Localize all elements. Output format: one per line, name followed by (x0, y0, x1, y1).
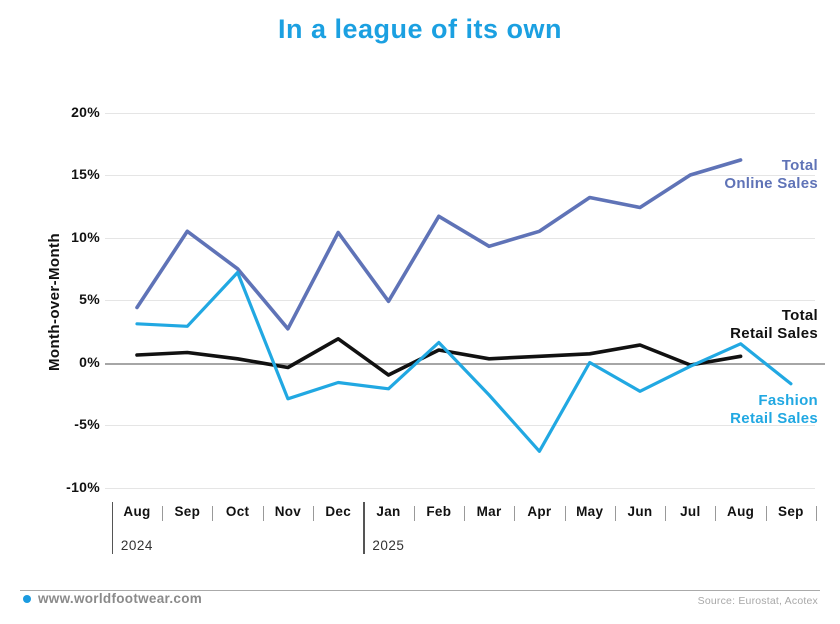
series-line-total-online-sales (135, 158, 743, 331)
series-line-fashion-retail-sales (135, 270, 793, 453)
year-boundary-line (111, 502, 114, 554)
footer-website-label: www.worldfootwear.com (38, 591, 203, 606)
x-tick-separator (514, 506, 516, 521)
footer-bullet-icon (23, 595, 31, 603)
series-label-line: Retail Sales (730, 325, 818, 342)
y-tick-label: 5% (79, 291, 100, 307)
series-label-line: Retail Sales (730, 410, 818, 427)
x-tick-separator (665, 506, 667, 521)
x-tick-separator (564, 506, 566, 521)
series-label-line: Total (781, 307, 818, 324)
x-tick-label-month: Sep (778, 504, 804, 519)
x-tick-label-month: Mar (476, 504, 502, 519)
x-tick-separator (614, 506, 616, 521)
y-tick-label: -10% (66, 478, 100, 495)
x-year-label: 2025 (372, 538, 405, 553)
line-chart-plot (135, 158, 793, 453)
x-tick-separator (262, 506, 264, 521)
x-tick-separator (212, 506, 214, 521)
x-tick-separator (765, 506, 767, 521)
x-year-label: 2024 (120, 538, 153, 553)
footer-divider (20, 590, 820, 591)
x-tick-label-month: Apr (527, 504, 552, 519)
x-tick-label-month: Jun (627, 504, 653, 519)
y-tick-label: 15% (71, 166, 100, 182)
series-label-total-retail-sales: Total Retail Sales (730, 307, 818, 343)
x-tick-label-month: Dec (325, 504, 352, 519)
footer-source-label: Source: Eurostat, Acotex (697, 595, 818, 607)
x-tick-separator (816, 506, 818, 521)
gridline (105, 300, 815, 301)
series-label-line: Total (781, 157, 818, 174)
x-tick-separator (715, 506, 717, 521)
y-tick-label: 10% (71, 228, 100, 245)
x-tick-separator (313, 506, 315, 521)
series-line-total-retail-sales (135, 337, 743, 377)
x-tick-separator (413, 506, 415, 521)
x-tick-separator (463, 506, 465, 521)
gridline (105, 112, 815, 114)
x-tick-separator (162, 506, 164, 521)
x-tick-label-month: Feb (426, 504, 452, 519)
y-tick-label: 0% (79, 353, 100, 370)
x-tick-label-month: Jul (680, 504, 701, 519)
y-tick-label: -5% (74, 416, 100, 432)
x-tick-label-month: Aug (123, 504, 151, 519)
zero-gridline (105, 362, 825, 365)
y-tick-label: 20% (71, 103, 100, 120)
year-boundary-line (363, 502, 365, 554)
x-tick-label-month: Oct (225, 504, 250, 519)
series-label-line: Fashion (758, 392, 818, 409)
x-tick-label-month: Sep (174, 504, 201, 519)
x-tick-label-month: Aug (727, 504, 755, 519)
series-label-line: Online Sales (724, 175, 818, 192)
gridline (105, 175, 815, 176)
x-tick-label-month: Nov (274, 504, 302, 519)
chart-title: In a league of its own (277, 14, 563, 44)
gridline (105, 425, 815, 426)
gridline (105, 237, 815, 239)
gridline (105, 487, 815, 489)
series-label-fashion-retail-sales: Fashion Retail Sales (730, 392, 818, 428)
x-tick-label-month: Jan (376, 504, 401, 519)
series-label-total-online-sales: Total Online Sales (724, 157, 818, 193)
x-tick-label-month: May (576, 504, 604, 519)
